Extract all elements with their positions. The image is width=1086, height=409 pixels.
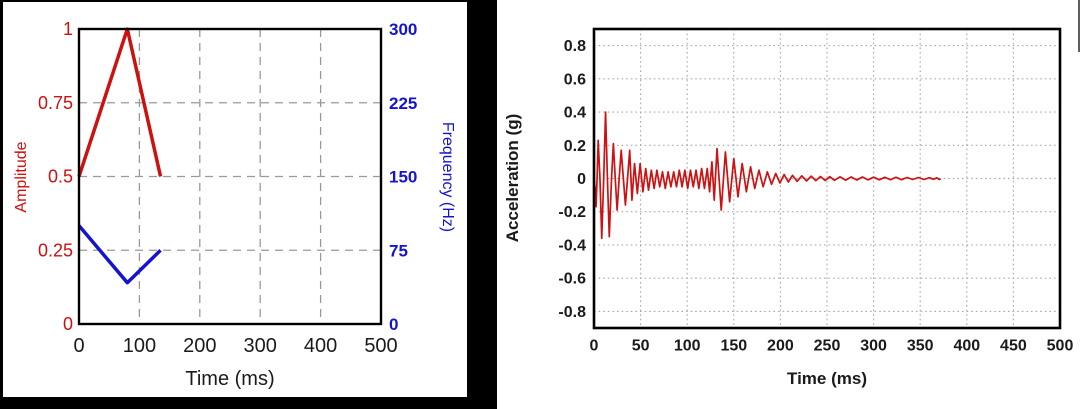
acceleration-tick-label: -0.4 [558, 237, 586, 254]
frequency-tick-label: 150 [389, 168, 417, 187]
accel-series [593, 111, 941, 240]
edge-artifact-line [1078, 0, 1080, 52]
amplitude-line [76, 27, 162, 178]
amplitude-tick-label: 0.5 [47, 167, 72, 187]
acceleration-tick-label: -0.8 [558, 304, 586, 321]
frequency-tick-label: 225 [389, 94, 417, 113]
time-tick-label: 450 [1000, 338, 1027, 355]
time-tick-label: 100 [674, 338, 701, 355]
acceleration-tick-label: 0.6 [564, 71, 586, 88]
frequency-tick-label: 75 [389, 241, 408, 260]
sweep-series [76, 27, 162, 285]
right-y-axis-title: Frequency (Hz) [439, 122, 456, 232]
time-tick-label: 400 [303, 335, 336, 357]
sweep-x-axis-title: Time (ms) [185, 368, 274, 390]
time-tick-label: 500 [364, 335, 397, 357]
time-tick-label: 0 [73, 335, 84, 357]
acceleration-tick-label: -0.6 [558, 271, 586, 288]
acceleration-chart: 0.80.60.40.20-0.2-0.4-0.6-0.80 50 100 150 20… [503, 27, 1073, 388]
sweep-chart-surface: 0 0.25 0.5 0.75 1 0 75 150 225 300 0 100 200 300 400 50… [2, 2, 467, 397]
time-tick-label: 200 [767, 338, 794, 355]
frequency-line [77, 224, 162, 285]
acceleration-tick-label: 0 [577, 171, 586, 188]
amplitude-tick-label: 1 [62, 19, 72, 39]
acceleration-figure: 0.8 0.6 0.4 0.2 0 -0.2 -0.4 -0.6 -0.8 0 50 100 150 20… [497, 0, 1086, 409]
amplitude-tick-label: 0 [62, 314, 72, 334]
accel-x-axis-title: Time (ms) [787, 369, 867, 388]
accel-plot-border [592, 27, 1062, 330]
sweep-gridlines [78, 29, 381, 324]
accel-y-axis-title: Acceleration (g) [503, 114, 522, 242]
acceleration-tick-label: -0.2 [558, 204, 586, 221]
plot-border [77, 27, 382, 326]
time-tick-label: 0 [590, 338, 599, 355]
time-tick-label: 250 [814, 338, 841, 355]
acceleration-tick-label: 0.4 [564, 105, 586, 122]
sweep-chart: 0 0.25 0.5 0.75 1 0 75 150 225 300 0 100 200 300 400 50… [13, 19, 456, 390]
acceleration-tick-label: 0.2 [564, 138, 586, 155]
time-tick-label: 300 [860, 338, 887, 355]
time-tick-label: 400 [953, 338, 980, 355]
amplitude-tick-label: 0.75 [37, 93, 72, 113]
frequency-tick-label: 0 [389, 315, 398, 334]
time-tick-label: 500 [1047, 338, 1074, 355]
left-y-axis-title: Amplitude [13, 141, 30, 212]
time-tick-label: 200 [183, 335, 216, 357]
time-tick-label: 100 [122, 335, 155, 357]
time-tick-label: 350 [907, 338, 934, 355]
sweep-profile-figure: 0 0.25 0.5 0.75 1 0 75 150 225 300 0 100 200 300 400 50… [0, 0, 497, 409]
frequency-tick-label: 300 [389, 20, 417, 39]
time-tick-label: 150 [720, 338, 747, 355]
acceleration-waveform [593, 111, 941, 240]
amplitude-tick-label: 0.25 [37, 240, 72, 260]
acceleration-tick-label: 0.8 [564, 38, 586, 55]
sweep-tick-labels: 0 0.25 0.5 0.75 1 0 75 150 225 300 0 100 200 300 400 50… [37, 19, 416, 357]
sweep-plot-border [77, 27, 382, 326]
accel-gridlines [594, 29, 1060, 328]
time-tick-label: 300 [243, 335, 276, 357]
plot-border [592, 27, 1062, 330]
accel-tick-labels: 0.80.60.40.20-0.2-0.4-0.6-0.80 50 100 150 20… [558, 38, 1073, 354]
time-tick-label: 50 [632, 338, 650, 355]
